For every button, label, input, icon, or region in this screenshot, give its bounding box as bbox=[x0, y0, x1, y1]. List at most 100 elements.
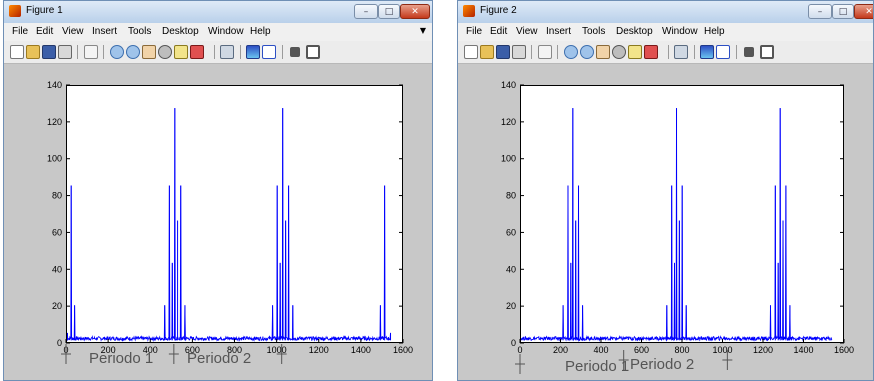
toolbar bbox=[4, 41, 432, 64]
pan-icon[interactable] bbox=[142, 45, 156, 59]
y-tick-label: 140 bbox=[47, 80, 62, 90]
period-2-label: Periodo 2 bbox=[187, 350, 252, 367]
menu-bar: File Edit View Insert Tools Desktop Wind… bbox=[458, 23, 873, 41]
menu-view[interactable]: View bbox=[62, 26, 84, 37]
data-cursor-icon[interactable] bbox=[174, 45, 188, 59]
toolbar-separator bbox=[282, 45, 283, 59]
minimize-button[interactable]: – bbox=[354, 4, 378, 19]
figure-window-1: Figure 1 – □ ✕ File Edit View Insert Too… bbox=[3, 0, 433, 381]
y-tick-label: 0 bbox=[57, 338, 62, 348]
zoom-in-icon[interactable] bbox=[564, 45, 578, 59]
menu-desktop[interactable]: Desktop bbox=[616, 26, 653, 37]
pan-icon[interactable] bbox=[596, 45, 610, 59]
x-tick-label: 1600 bbox=[834, 345, 854, 355]
y-tick-label: 40 bbox=[506, 264, 516, 274]
show-plot-tools-icon[interactable] bbox=[306, 45, 320, 59]
y-tick-label: 80 bbox=[506, 191, 516, 201]
x-tick-label: 400 bbox=[593, 345, 608, 355]
open-file-icon[interactable] bbox=[26, 45, 40, 59]
x-tick-label: 1200 bbox=[753, 345, 773, 355]
menu-help[interactable]: Help bbox=[704, 26, 725, 37]
menu-insert[interactable]: Insert bbox=[546, 26, 572, 37]
x-tick-label: 1600 bbox=[393, 345, 413, 355]
x-tick-label: 1400 bbox=[793, 345, 813, 355]
plot-line-svg bbox=[521, 108, 833, 342]
y-tick-label: 40 bbox=[52, 264, 62, 274]
toolbar-separator bbox=[77, 45, 78, 59]
zoom-out-icon[interactable] bbox=[126, 45, 140, 59]
new-figure-icon[interactable] bbox=[10, 45, 24, 59]
figure-window-2: Figure 2 – □ ✕ File Edit View Insert Too… bbox=[457, 0, 874, 381]
menu-dock-arrow-icon[interactable]: ▼ bbox=[419, 26, 426, 35]
menu-edit[interactable]: Edit bbox=[490, 26, 508, 37]
toolbar-separator bbox=[240, 45, 241, 59]
x-tick-label: 800 bbox=[674, 345, 689, 355]
y-tick-label: 20 bbox=[506, 301, 516, 311]
print-icon[interactable] bbox=[58, 45, 72, 59]
toolbar bbox=[458, 41, 873, 64]
legend-icon[interactable] bbox=[716, 45, 730, 59]
menu-help[interactable]: Help bbox=[250, 26, 271, 37]
colorbar-icon[interactable] bbox=[700, 45, 714, 59]
minimize-button[interactable]: – bbox=[808, 4, 832, 19]
print-icon[interactable] bbox=[512, 45, 526, 59]
data-cursor-icon[interactable] bbox=[628, 45, 642, 59]
menu-tools[interactable]: Tools bbox=[128, 26, 152, 37]
x-tick-label: 1000 bbox=[712, 345, 732, 355]
brush-icon[interactable] bbox=[190, 45, 204, 59]
hide-plot-tools-icon[interactable] bbox=[744, 47, 754, 57]
legend-icon[interactable] bbox=[262, 45, 276, 59]
x-tick-label: 0 bbox=[517, 345, 522, 355]
maximize-button[interactable]: □ bbox=[378, 4, 400, 19]
open-file-icon[interactable] bbox=[480, 45, 494, 59]
link-plot-icon[interactable] bbox=[674, 45, 688, 59]
window-title: Figure 2 bbox=[480, 5, 517, 16]
plot-axes[interactable] bbox=[520, 85, 844, 343]
zoom-out-icon[interactable] bbox=[580, 45, 594, 59]
colorbar-icon[interactable] bbox=[246, 45, 260, 59]
period-2-label: Periodo 2 bbox=[630, 356, 695, 373]
pointer-icon[interactable] bbox=[538, 45, 552, 59]
x-tick-label: 0 bbox=[63, 345, 68, 355]
y-tick-label: 0 bbox=[511, 338, 516, 348]
menu-desktop[interactable]: Desktop bbox=[162, 26, 199, 37]
toolbar-separator bbox=[103, 45, 104, 59]
hide-plot-tools-icon[interactable] bbox=[290, 47, 300, 57]
menu-edit[interactable]: Edit bbox=[36, 26, 54, 37]
menu-insert[interactable]: Insert bbox=[92, 26, 118, 37]
y-tick-label: 100 bbox=[501, 154, 516, 164]
y-tick-label: 80 bbox=[52, 191, 62, 201]
new-figure-icon[interactable] bbox=[464, 45, 478, 59]
menu-file[interactable]: File bbox=[466, 26, 483, 37]
x-tick-label: 200 bbox=[553, 345, 568, 355]
save-icon[interactable] bbox=[496, 45, 510, 59]
link-plot-icon[interactable] bbox=[220, 45, 234, 59]
brush-icon[interactable] bbox=[644, 45, 658, 59]
menu-view[interactable]: View bbox=[516, 26, 538, 37]
y-tick-label: 120 bbox=[501, 117, 516, 127]
toolbar-separator bbox=[668, 45, 669, 59]
toolbar-separator bbox=[736, 45, 737, 59]
maximize-button[interactable]: □ bbox=[832, 4, 854, 19]
title-bar[interactable]: Figure 1 – □ ✕ bbox=[4, 1, 432, 23]
menu-tools[interactable]: Tools bbox=[582, 26, 606, 37]
menu-window[interactable]: Window bbox=[208, 26, 244, 37]
rotate-3d-icon[interactable] bbox=[158, 45, 172, 59]
matlab-icon bbox=[9, 5, 21, 17]
zoom-in-icon[interactable] bbox=[110, 45, 124, 59]
period-1-label: Periodo 1 bbox=[89, 350, 154, 367]
close-button[interactable]: ✕ bbox=[854, 4, 873, 19]
menu-file[interactable]: File bbox=[12, 26, 29, 37]
show-plot-tools-icon[interactable] bbox=[760, 45, 774, 59]
menu-window[interactable]: Window bbox=[662, 26, 698, 37]
title-bar[interactable]: Figure 2 – □ ✕ bbox=[458, 1, 873, 23]
plot-axes[interactable] bbox=[66, 85, 403, 343]
close-button[interactable]: ✕ bbox=[400, 4, 430, 19]
rotate-3d-icon[interactable] bbox=[612, 45, 626, 59]
save-icon[interactable] bbox=[42, 45, 56, 59]
x-tick-label: 1000 bbox=[267, 345, 287, 355]
y-tick-label: 100 bbox=[47, 154, 62, 164]
pointer-icon[interactable] bbox=[84, 45, 98, 59]
toolbar-separator bbox=[557, 45, 558, 59]
toolbar-separator bbox=[694, 45, 695, 59]
